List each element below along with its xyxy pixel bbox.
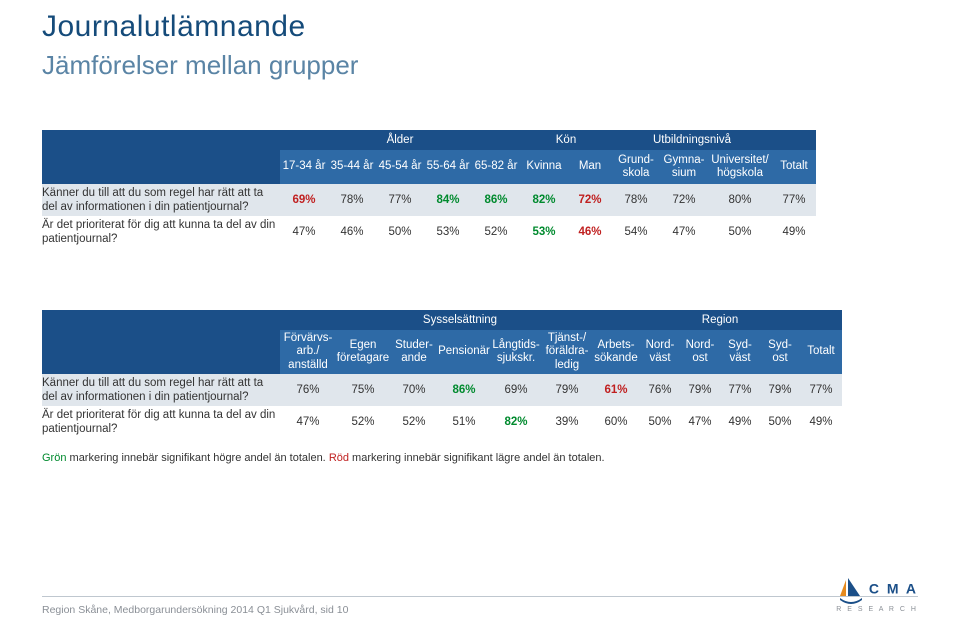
- row-label: Är det prioriterat för dig att kunna ta …: [42, 216, 280, 248]
- footnote-red-word: Röd: [329, 452, 349, 464]
- data-cell: 47%: [660, 216, 708, 248]
- logo-text-bottom: R E S E A R C H: [836, 606, 918, 613]
- column-header: 55-64 år: [424, 150, 472, 184]
- data-cell: 86%: [472, 184, 520, 216]
- significance-footnote: Grön markering innebär signifikant högre…: [42, 452, 605, 464]
- cma-logo: C M A R E S E A R C H: [836, 578, 918, 615]
- data-cell: 47%: [680, 406, 720, 438]
- data-cell: 86%: [438, 374, 490, 406]
- column-header: Nord- väst: [640, 330, 680, 374]
- data-cell: 75%: [336, 374, 390, 406]
- column-header: Grund- skola: [612, 150, 660, 184]
- row-header-blank: [42, 310, 280, 374]
- column-header: Totalt: [800, 330, 842, 374]
- column-header: Arbets- sökande: [592, 330, 640, 374]
- data-cell: 52%: [390, 406, 438, 438]
- column-group-header: Kön: [520, 130, 612, 150]
- footnote-green-text: markering innebär signifikant högre ande…: [66, 452, 328, 464]
- column-header: Totalt: [772, 150, 816, 184]
- data-cell: 50%: [640, 406, 680, 438]
- column-header: 45-54 år: [376, 150, 424, 184]
- column-header: Syd- ost: [760, 330, 800, 374]
- data-cell: 69%: [490, 374, 542, 406]
- data-cell: 46%: [568, 216, 612, 248]
- data-cell: 78%: [328, 184, 376, 216]
- data-cell: 72%: [568, 184, 612, 216]
- data-cell: 50%: [708, 216, 772, 248]
- page-title: Journalutlämnande: [42, 10, 306, 44]
- data-cell: 72%: [660, 184, 708, 216]
- row-label: Känner du till att du som regel har rätt…: [42, 184, 280, 216]
- data-cell: 46%: [328, 216, 376, 248]
- data-cell: 50%: [376, 216, 424, 248]
- data-cell: 52%: [472, 216, 520, 248]
- column-header: Pensionär: [438, 330, 490, 374]
- data-cell: 53%: [520, 216, 568, 248]
- data-cell: 76%: [280, 374, 336, 406]
- data-cell: 51%: [438, 406, 490, 438]
- data-cell: 53%: [424, 216, 472, 248]
- column-header: Kvinna: [520, 150, 568, 184]
- footnote-red-text: markering innebär signifikant lägre ande…: [349, 452, 605, 464]
- column-group-header: Ålder: [280, 130, 520, 150]
- logo-text-top: C M A: [869, 581, 918, 597]
- footer-divider: [42, 596, 918, 597]
- column-header: 17-34 år: [280, 150, 328, 184]
- column-header: Syd- väst: [720, 330, 760, 374]
- column-header: Långtids- sjukskr.: [490, 330, 542, 374]
- column-group-header: Sysselsättning: [280, 310, 640, 330]
- column-header: Nord- ost: [680, 330, 720, 374]
- data-cell: 61%: [592, 374, 640, 406]
- data-cell: 49%: [800, 406, 842, 438]
- data-cell: 39%: [542, 406, 592, 438]
- data-cell: 54%: [612, 216, 660, 248]
- data-cell: 84%: [424, 184, 472, 216]
- data-cell: 70%: [390, 374, 438, 406]
- column-group-header: [772, 130, 816, 150]
- data-cell: 79%: [542, 374, 592, 406]
- data-cell: 52%: [336, 406, 390, 438]
- row-header-blank: [42, 130, 280, 184]
- data-cell: 76%: [640, 374, 680, 406]
- data-cell: 80%: [708, 184, 772, 216]
- column-header: Förvärvs- arb./ anställd: [280, 330, 336, 374]
- data-cell: 47%: [280, 216, 328, 248]
- footnote-green-word: Grön: [42, 452, 66, 464]
- data-cell: 69%: [280, 184, 328, 216]
- column-group-header: Region: [640, 310, 800, 330]
- row-label: Är det prioriterat för dig att kunna ta …: [42, 406, 280, 438]
- column-header: Tjänst-/ föräldra- ledig: [542, 330, 592, 374]
- column-group-header: [800, 310, 842, 330]
- footer-text: Region Skåne, Medborgarundersökning 2014…: [42, 604, 348, 616]
- data-cell: 77%: [772, 184, 816, 216]
- data-cell: 79%: [680, 374, 720, 406]
- data-cell: 79%: [760, 374, 800, 406]
- data-cell: 49%: [772, 216, 816, 248]
- data-cell: 77%: [376, 184, 424, 216]
- column-header: 35-44 år: [328, 150, 376, 184]
- column-header: 65-82 år: [472, 150, 520, 184]
- column-header: Egen företagare: [336, 330, 390, 374]
- data-cell: 60%: [592, 406, 640, 438]
- data-cell: 77%: [720, 374, 760, 406]
- column-header: Studer- ande: [390, 330, 438, 374]
- data-cell: 47%: [280, 406, 336, 438]
- column-header: Universitet/ högskola: [708, 150, 772, 184]
- data-cell: 49%: [720, 406, 760, 438]
- page-subtitle: Jämförelser mellan grupper: [42, 50, 358, 81]
- data-cell: 82%: [520, 184, 568, 216]
- data-cell: 78%: [612, 184, 660, 216]
- row-label: Känner du till att du som regel har rätt…: [42, 374, 280, 406]
- column-header: Gymna- sium: [660, 150, 708, 184]
- data-cell: 77%: [800, 374, 842, 406]
- sail-icon: [840, 578, 862, 604]
- data-cell: 82%: [490, 406, 542, 438]
- data-cell: 50%: [760, 406, 800, 438]
- column-group-header: Utbildningsnivå: [612, 130, 772, 150]
- column-header: Man: [568, 150, 612, 184]
